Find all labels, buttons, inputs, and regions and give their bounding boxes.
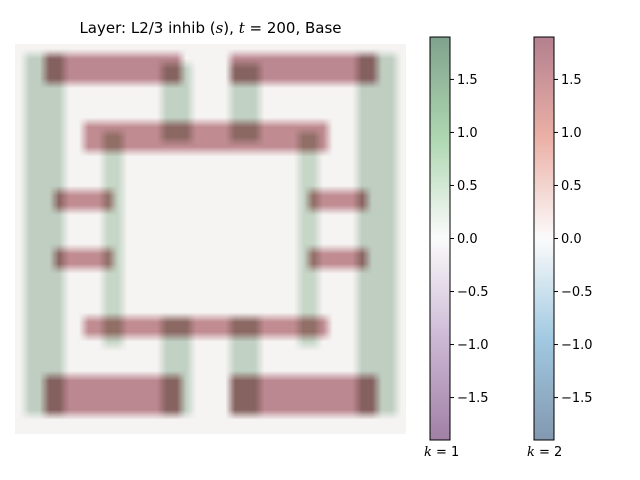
colorbar-tick-label: 0.5 [561, 179, 582, 194]
colorbar-tick-label: −1.0 [561, 338, 593, 353]
colorbar-tick-label: −0.5 [457, 285, 489, 300]
title-var-symbol: s [215, 19, 224, 37]
colorbar-k2-value: = 2 [534, 445, 563, 460]
colorbar-label-k1: k = 1 [424, 445, 459, 460]
colorbar-tick-label: −1.5 [457, 391, 489, 406]
title-time-value: = 200 [244, 19, 296, 37]
title-time-symbol: t [238, 19, 245, 37]
colorbar-k1-value: = 1 [431, 445, 460, 460]
heatmap-plot [15, 44, 406, 434]
colorbar-k1-symbol: k [424, 445, 432, 460]
title-suffix: , Base [295, 19, 342, 37]
colorbar-tick-label: 0.5 [457, 179, 478, 194]
colorbar-k2-symbol: k [527, 445, 535, 460]
colorbar-tick-label: 1.5 [457, 73, 478, 88]
colorbar-tick-label: 1.0 [561, 126, 582, 141]
title-mid: ), [223, 19, 239, 37]
title-prefix: Layer: L2/3 inhib ( [79, 19, 216, 37]
colorbar-1 [429, 36, 451, 441]
colorbar-label-k2: k = 2 [527, 445, 562, 460]
colorbar-tick-label: 1.0 [457, 126, 478, 141]
colorbar-tick-label: −0.5 [561, 285, 593, 300]
colorbar-tick-label: −1.0 [457, 338, 489, 353]
colorbar-tick-label: 0.0 [457, 232, 478, 247]
colorbar-tick-label: −1.5 [561, 391, 593, 406]
colorbar-tick-label: 0.0 [561, 232, 582, 247]
colorbar-2 [533, 36, 555, 441]
colorbar-tick-label: 1.5 [561, 73, 582, 88]
chart-title: Layer: L2/3 inhib (s), t = 200, Base [15, 19, 406, 37]
